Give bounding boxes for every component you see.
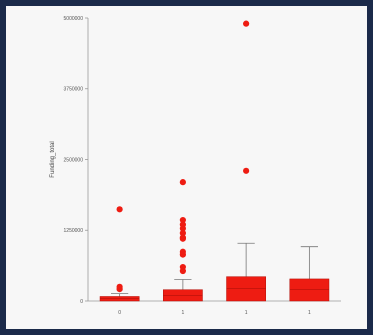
- outlier-point: [116, 286, 123, 293]
- outlier-point: [243, 167, 250, 174]
- chart-frame: 0 1250000 2500000 3750000 5000000 0 1 1 1 Fundin…: [6, 6, 367, 329]
- outlier-point: [179, 179, 186, 186]
- outlier-point: [179, 235, 186, 242]
- boxplot-chart: 0 1250000 2500000 3750000 5000000 0 1 1 1 Fundin…: [50, 16, 341, 316]
- outlier-point: [179, 225, 186, 232]
- outlier-point: [179, 251, 186, 258]
- y-axis-title: Funding_total: [50, 141, 56, 177]
- x-tick-label: 0: [118, 310, 121, 316]
- y-tick-label: 3750000: [64, 87, 84, 93]
- x-tick-label: 1: [308, 310, 311, 316]
- x-tick-label: 1: [245, 310, 248, 316]
- y-tick-label: 0: [80, 299, 83, 305]
- x-tick-label: 1: [181, 310, 184, 316]
- y-ticks: 0 1250000 2500000 3750000 5000000 0 1 1 1: [64, 16, 311, 316]
- chart-axes: [87, 18, 341, 302]
- plot-area: [99, 20, 330, 302]
- outlier-point: [243, 20, 250, 27]
- outlier-point: [116, 206, 123, 213]
- outlier-point: [179, 216, 186, 224]
- outlier-point: [179, 229, 186, 237]
- y-tick-label: 1250000: [64, 228, 84, 234]
- outlier-point: [179, 267, 186, 275]
- y-tick-label: 2500000: [64, 157, 84, 163]
- y-tick-label: 5000000: [64, 16, 84, 22]
